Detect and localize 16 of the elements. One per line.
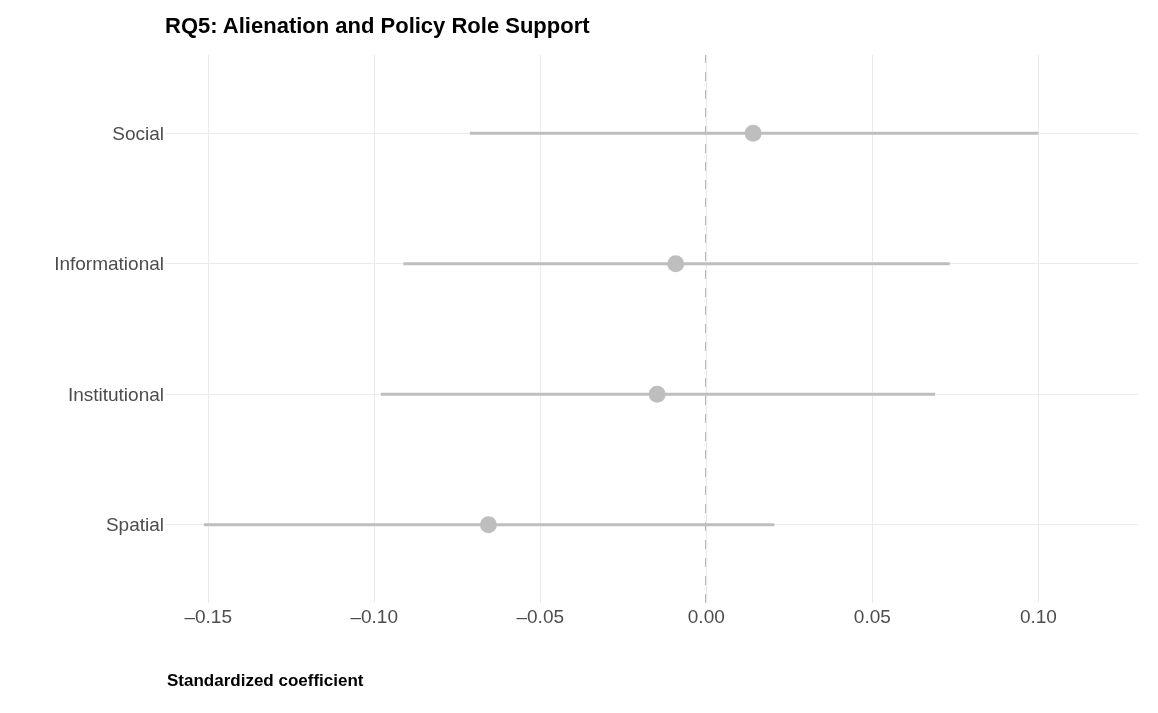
point — [479, 516, 497, 534]
chart-title: RQ5: Alienation and Policy Role Support — [165, 13, 591, 39]
x-tick-label: –0.05 — [516, 606, 565, 627]
y-tick-label: Spatial — [105, 514, 164, 536]
text: 0.10 — [1019, 606, 1057, 627]
point — [648, 385, 666, 403]
x-axis-title: Standardized coefficient — [167, 671, 364, 690]
y-tick-label: Informational — [54, 253, 164, 275]
point — [744, 124, 762, 142]
text: 0.00 — [687, 606, 725, 627]
point — [667, 255, 685, 273]
y-tick-label: Social — [112, 122, 164, 144]
y-tick-label: Institutional — [67, 383, 164, 405]
x-tick-label: –0.15 — [184, 606, 232, 627]
x-tick-label: –0.10 — [350, 606, 398, 627]
x-tick-label: 0.05 — [853, 606, 891, 627]
